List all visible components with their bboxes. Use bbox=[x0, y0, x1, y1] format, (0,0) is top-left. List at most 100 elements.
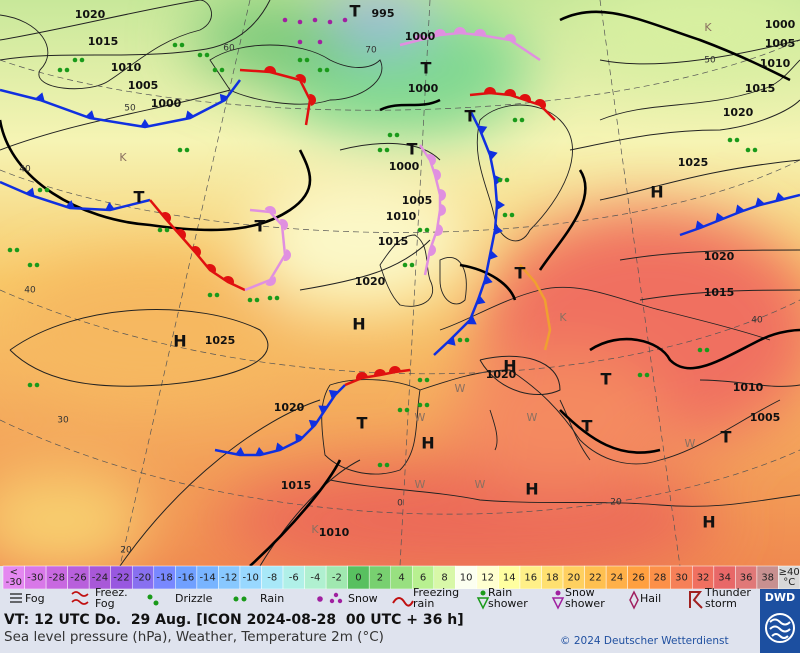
scale-label: -24 bbox=[92, 573, 108, 584]
grid-label: 0 bbox=[397, 499, 403, 509]
scale-label: 20 bbox=[567, 573, 580, 584]
grid-label: 40 bbox=[19, 165, 31, 175]
scale-label: 2 bbox=[377, 573, 383, 584]
scale-label: -22 bbox=[113, 573, 129, 584]
logo-text: DWD bbox=[765, 591, 795, 604]
rain-dot bbox=[397, 407, 403, 413]
snow-dot bbox=[297, 39, 303, 45]
thunderstorm-icon bbox=[689, 591, 703, 609]
pressure-center: T bbox=[582, 417, 593, 436]
legend-label: Rain bbox=[488, 586, 512, 599]
scale-label: -28 bbox=[49, 573, 65, 584]
rain-dot bbox=[34, 262, 40, 268]
isobar-label: 1015 bbox=[704, 286, 735, 299]
rain-dot bbox=[637, 372, 643, 378]
grid-label: 70 bbox=[365, 46, 377, 56]
isobar-label: 1025 bbox=[678, 156, 709, 169]
rain-dot bbox=[745, 147, 751, 153]
scale-label: 6 bbox=[420, 573, 426, 584]
rain-dot bbox=[509, 212, 515, 218]
rain-dot bbox=[697, 347, 703, 353]
pressure-center: H bbox=[173, 332, 186, 351]
pressure-center: T bbox=[350, 2, 361, 21]
legend-label: Snow bbox=[348, 592, 378, 605]
pressure-center: T bbox=[721, 428, 732, 447]
rain-dot bbox=[204, 52, 210, 58]
hail-icon bbox=[629, 590, 639, 610]
rain-dot bbox=[409, 262, 415, 268]
isobar-label: 1000 bbox=[408, 82, 439, 95]
scale-label: -10 bbox=[243, 573, 259, 584]
scale-label: -30 bbox=[6, 577, 22, 588]
rain-dot bbox=[377, 147, 383, 153]
snow-icon bbox=[317, 592, 343, 604]
isobar-label: 1005 bbox=[128, 79, 159, 92]
legend-label: Fog bbox=[95, 597, 115, 610]
legend-background bbox=[0, 589, 800, 653]
scale-label: 32 bbox=[697, 573, 710, 584]
scale-label: 26 bbox=[632, 573, 645, 584]
scale-label: 16 bbox=[524, 573, 537, 584]
rain-dot bbox=[72, 57, 78, 63]
rain-dot bbox=[44, 187, 50, 193]
scale-label: < bbox=[10, 567, 18, 578]
rain-dot bbox=[384, 462, 390, 468]
isobar-label: 1015 bbox=[378, 235, 409, 248]
isobar-label: 1020 bbox=[486, 368, 517, 381]
rain-dot bbox=[404, 407, 410, 413]
copyright: © 2024 Deutscher Wetterdienst bbox=[560, 635, 729, 647]
scale-label: 14 bbox=[503, 573, 516, 584]
snow-dot bbox=[312, 17, 318, 23]
snow-dot bbox=[342, 17, 348, 23]
isobar-label: 1010 bbox=[733, 381, 764, 394]
scale-label: -16 bbox=[178, 573, 194, 584]
isobar-label: 1000 bbox=[389, 160, 420, 173]
isobar-label: 1010 bbox=[386, 210, 417, 223]
isobar-label: 1015 bbox=[281, 479, 312, 492]
rain-dot bbox=[317, 67, 323, 73]
rain-dot bbox=[304, 57, 310, 63]
scale-label: -30 bbox=[27, 573, 43, 584]
rain-shower-icon bbox=[476, 590, 490, 610]
scale-label: 28 bbox=[654, 573, 667, 584]
rain-dot bbox=[402, 262, 408, 268]
legend-label: Freezing bbox=[413, 586, 459, 599]
isobar-label: 995 bbox=[372, 7, 395, 20]
rain-dot bbox=[644, 372, 650, 378]
isobar-label: 1000 bbox=[151, 97, 182, 110]
pressure-center: H bbox=[503, 357, 516, 376]
rain-dot bbox=[704, 347, 710, 353]
isobar-label: 1010 bbox=[319, 526, 350, 539]
legend-label: shower bbox=[488, 597, 528, 610]
weather-symbols bbox=[7, 17, 758, 468]
dwd-logo: DWD bbox=[760, 589, 800, 653]
rain-icon bbox=[233, 596, 247, 602]
legend-label: Snow bbox=[565, 586, 595, 599]
rain-dot bbox=[172, 42, 178, 48]
rain-dot bbox=[512, 117, 518, 123]
legend-label: Freez. bbox=[95, 586, 128, 599]
rain-dot bbox=[179, 42, 185, 48]
grid-label: 30 bbox=[57, 416, 69, 426]
rain-dot bbox=[734, 137, 740, 143]
rain-dot bbox=[519, 117, 525, 123]
rain-dot bbox=[457, 337, 463, 343]
scale-label: 8 bbox=[441, 573, 447, 584]
fog-icon bbox=[10, 593, 22, 603]
pressure-center: T bbox=[255, 217, 266, 236]
pressure-center: T bbox=[601, 370, 612, 389]
scale-label: 38 bbox=[761, 573, 774, 584]
legend-label: storm bbox=[705, 597, 737, 610]
map: 1020 1015 1010 1005 1000 995 1000 1000 1000 1005 1… bbox=[0, 0, 800, 566]
legend-label: Fog bbox=[25, 592, 45, 605]
legend-label: rain bbox=[413, 597, 434, 610]
rain-dot bbox=[384, 147, 390, 153]
isobar-label: 1020 bbox=[75, 8, 106, 21]
rain-dot bbox=[424, 377, 430, 383]
scale-label: 0 bbox=[355, 573, 361, 584]
scale-label: ≥40 bbox=[779, 567, 800, 578]
scale-label: -20 bbox=[135, 573, 151, 584]
freezing-rain-icon bbox=[392, 597, 414, 607]
grid-label: 40 bbox=[751, 316, 763, 326]
rain-dot bbox=[247, 297, 253, 303]
